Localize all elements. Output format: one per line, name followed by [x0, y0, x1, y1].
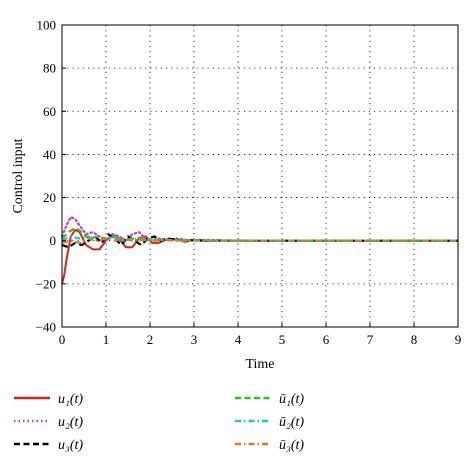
y-tick-label: 0	[50, 233, 57, 248]
series-lines	[60, 215, 460, 285]
y-tick-label: 80	[43, 61, 56, 76]
legend: u₁(t) u₂(t) u₃(t) ū₁(t) ū₂(t) ū₃(t)	[14, 392, 304, 453]
y-tick-label: −40	[36, 320, 56, 335]
x-tick-label: 7	[367, 332, 374, 347]
x-tick-label: 5	[279, 332, 286, 347]
y-axis-title: Control input	[11, 138, 26, 213]
y-tick-label: 20	[43, 190, 56, 205]
x-tick-label: 0	[59, 332, 66, 347]
y-tick-label: 40	[43, 147, 56, 162]
x-tick-label: 8	[411, 332, 418, 347]
legend-label-5: ū₂(t)	[279, 415, 304, 430]
tick-labels: 0 1 2 3 4 5 6 7 8 9 −40 −20 0 20 40 60 80 100	[36, 18, 462, 348]
x-tick-label: 4	[235, 332, 242, 347]
y-tick-label: −20	[36, 276, 56, 291]
y-tick-label: 60	[43, 104, 56, 119]
x-tick-label: 2	[147, 332, 154, 347]
legend-label-2: u₂(t)	[58, 415, 83, 430]
x-tick-label: 1	[103, 332, 110, 347]
grid	[62, 25, 458, 327]
series-line-6	[61, 237, 458, 244]
series-line-4	[61, 226, 458, 242]
legend-label-1: u₁(t)	[58, 392, 83, 407]
plot-frame	[61, 24, 459, 328]
legend-label-4: ū₁(t)	[279, 392, 304, 407]
x-tick-label: 3	[191, 332, 198, 347]
x-tick-label: 6	[323, 332, 330, 347]
legend-label-3: u₃(t)	[58, 438, 83, 453]
legend-label-6: ū₃(t)	[279, 438, 304, 453]
x-axis-title: Time	[245, 357, 274, 372]
y-tick-label: 100	[37, 18, 57, 33]
x-tick-label: 9	[455, 332, 462, 347]
series-line-2	[60, 215, 460, 242]
